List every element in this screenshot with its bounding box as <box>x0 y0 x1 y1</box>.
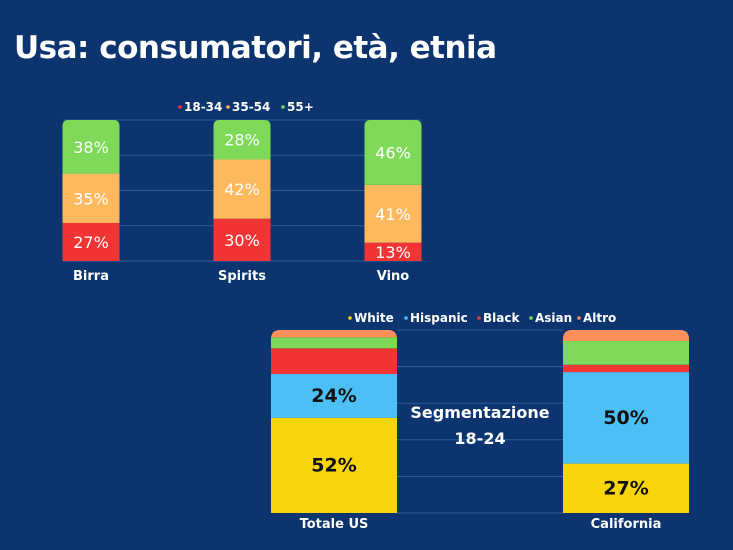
chart2-annotation: 18-24 <box>454 429 505 448</box>
chart1-bar-spirits-35-54 <box>213 159 271 219</box>
chart2-bar-california-altro <box>563 330 689 341</box>
chart1-bar-vino-18-34 <box>364 242 422 261</box>
chart2-data-label: 24% <box>311 385 356 407</box>
chart1-bar-vino-35-54 <box>364 184 422 243</box>
chart2-legend-label-white: White <box>354 311 394 325</box>
chart2-bar-totale-us-altro <box>271 330 397 338</box>
chart2-bar-totale-us-hispanic <box>271 373 397 418</box>
chart1-data-label: 27% <box>73 233 109 252</box>
chart2-legend-swatch-altro <box>577 316 581 320</box>
chart2-category-label-california: California <box>591 517 662 532</box>
chart2-bar-california-hispanic <box>563 372 689 464</box>
chart2-data-label: 27% <box>603 477 648 499</box>
chart1-data-label: 30% <box>224 231 260 250</box>
chart1-bar-birra-18-34 <box>62 222 120 261</box>
chart1-data-label: 41% <box>375 205 411 224</box>
chart1-category-label-spirits: Spirits <box>218 269 266 284</box>
chart2-legend-swatch-white <box>348 316 352 320</box>
chart2-legend-swatch-black <box>477 316 481 320</box>
chart2-legend-label-hispanic: Hispanic <box>410 311 468 325</box>
chart1-bar-birra-55 <box>62 120 120 174</box>
chart1-data-label: 42% <box>224 180 260 199</box>
chart1-data-label: 46% <box>375 143 411 162</box>
chart1-category-label-birra: Birra <box>73 269 109 284</box>
chart2-bar-california-asian <box>563 340 689 365</box>
chart1-data-label: 13% <box>375 243 411 262</box>
chart1-bar-spirits-55 <box>213 120 271 160</box>
chart1-category-label-vino: Vino <box>377 269 410 284</box>
chart1-legend-label-55: 55+ <box>287 100 314 114</box>
chart2-legend-label-altro: Altro <box>583 311 616 325</box>
chart2-bar-california-white <box>563 463 689 513</box>
chart1-legend-label-18-34: 18-34 <box>184 100 222 114</box>
page-title: Usa: consumatori, età, etnia <box>14 30 497 66</box>
chart2-bar-totale-us-asian <box>271 337 397 349</box>
chart1-legend-swatch-18-34 <box>178 105 182 109</box>
chart1-bar-spirits-18-34 <box>213 218 271 261</box>
chart1-data-label: 38% <box>73 138 109 157</box>
chart2-data-label: 50% <box>603 407 648 429</box>
chart1-data-label: 28% <box>224 131 260 150</box>
chart1-legend-label-35-54: 35-54 <box>232 100 270 114</box>
chart1-bar-vino-55 <box>364 120 422 185</box>
chart2-bar-totale-us-white <box>271 417 397 513</box>
chart2-legend-label-asian: Asian <box>535 311 572 325</box>
chart1-bar-birra-35-54 <box>62 173 120 223</box>
chart2-bar-california-black <box>563 364 689 373</box>
chart2-category-label-totale-us: Totale US <box>300 517 369 532</box>
chart2-legend-swatch-hispanic <box>404 316 408 320</box>
chart1-data-label: 35% <box>73 189 109 208</box>
chart2-annotation: Segmentazione <box>410 403 549 422</box>
chart2-legend-swatch-asian <box>529 316 533 320</box>
chart2-legend-label-black: Black <box>483 311 520 325</box>
chart2-data-label: 52% <box>311 454 356 476</box>
chart1-legend-swatch-55 <box>281 105 285 109</box>
chart2-bar-totale-us-black <box>271 348 397 374</box>
chart1-legend-swatch-35-54 <box>226 105 230 109</box>
